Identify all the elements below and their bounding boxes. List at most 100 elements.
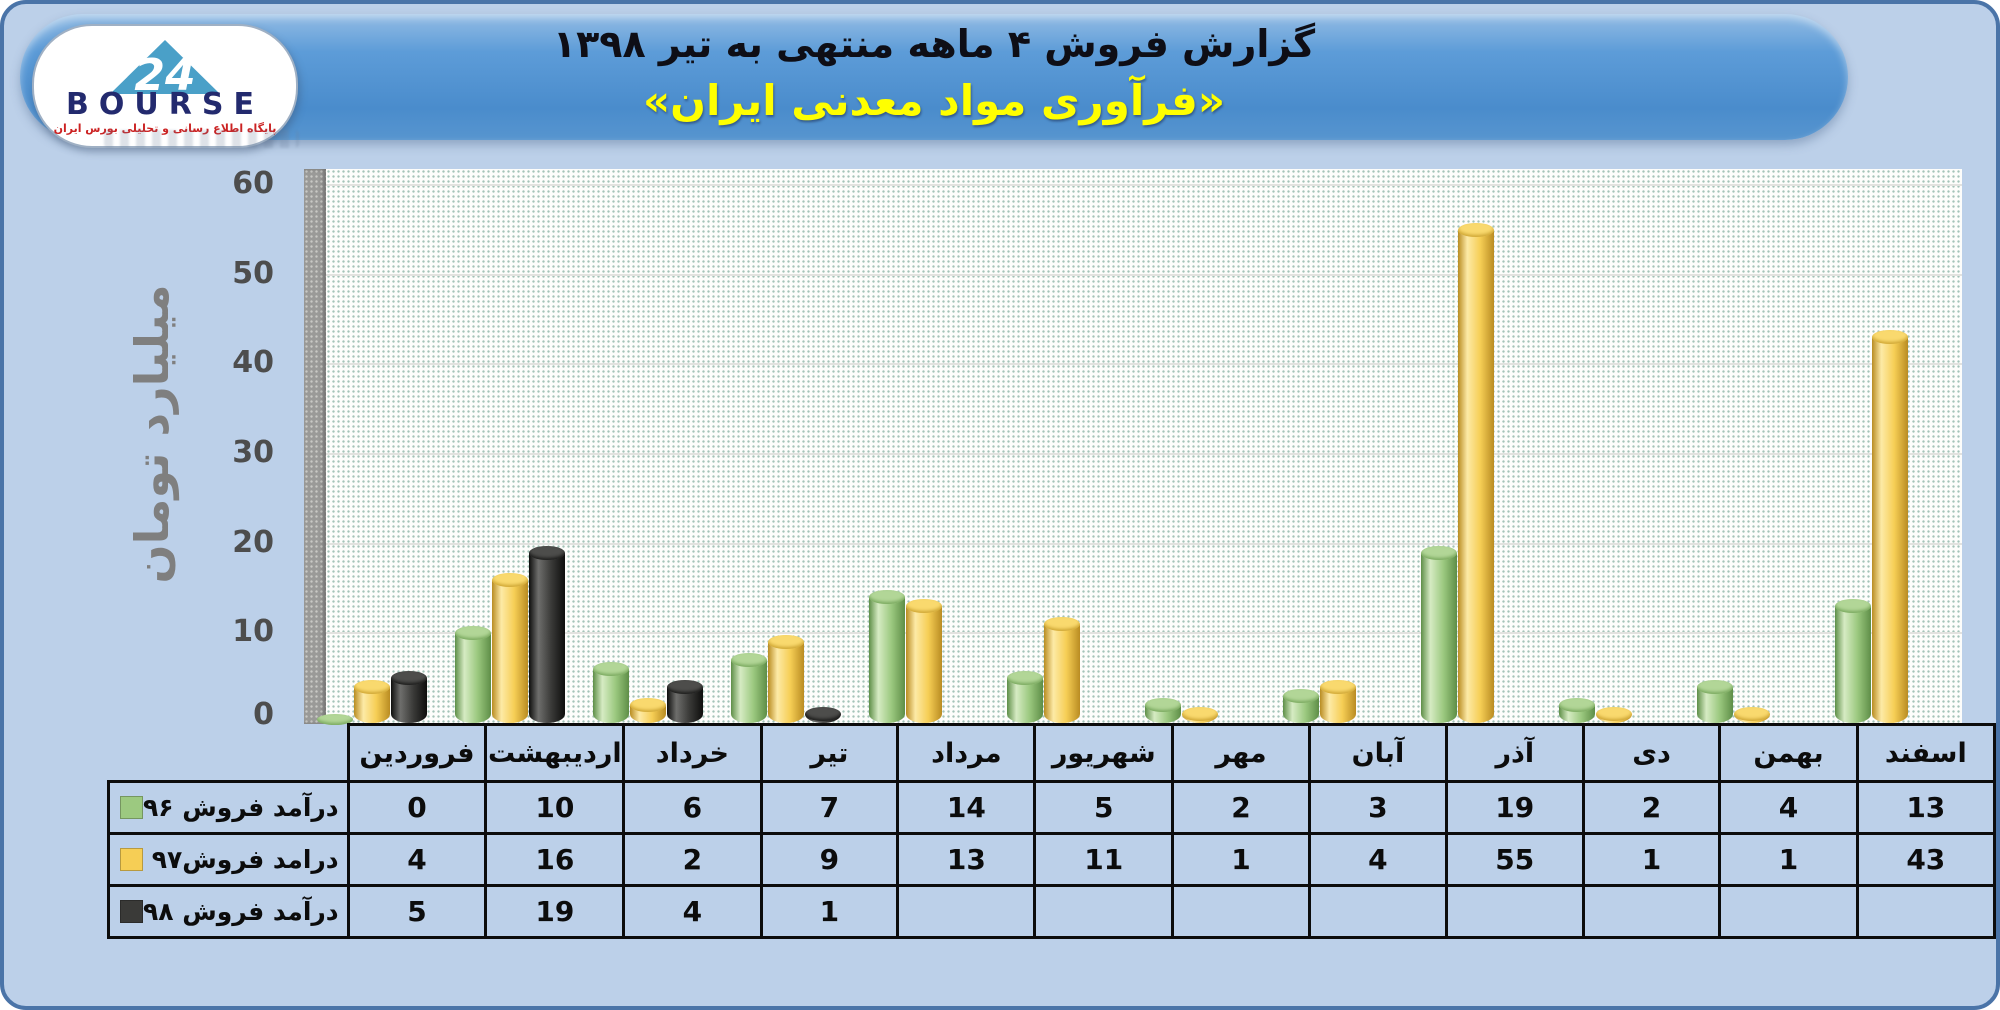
bar-series2-3 (805, 707, 841, 723)
legend-wrap: درآمد فروش ۹۶ (110, 783, 347, 832)
value-cell: 2 (622, 832, 763, 887)
legend-label: درامد فروش۹۷ (151, 845, 339, 874)
bar-series0-3 (731, 653, 767, 723)
value-cell: 3 (1307, 780, 1448, 835)
bar-top-cap (1559, 698, 1595, 713)
svg-text:24: 24 (134, 50, 195, 94)
bar-top-cap (1596, 707, 1632, 722)
bar-top-cap (1734, 707, 1770, 722)
y-tick-label: 10 (232, 614, 274, 650)
value-cell: 1 (759, 884, 900, 939)
bar-series0-7 (1283, 689, 1319, 723)
bar-series0-11 (1835, 599, 1871, 723)
bourse24-logo: 24 BOURSE پایگاه اطلاع رسانی و تحلیلی بو… (32, 24, 298, 148)
value-cell: 7 (759, 780, 900, 835)
report-title: گزارش فروش ۴ ماهه منتهی به تیر ۱۳۹۸ (552, 22, 1316, 66)
month-header-cell: اسفند (1855, 723, 1997, 783)
y-tick-label: 20 (232, 524, 274, 560)
bar-series2-0 (391, 671, 427, 723)
value-cell: 1 (1581, 832, 1722, 887)
value-cell: 55 (1444, 832, 1585, 887)
logo-brand-text: BOURSE (66, 86, 264, 122)
bar-series2-2 (667, 680, 703, 723)
y-tick-label: 0 (253, 697, 274, 732)
gridline (326, 184, 1962, 186)
month-header-cell: آبان (1307, 723, 1448, 783)
bar-series0-2 (593, 662, 629, 723)
bar-series1-1 (492, 572, 528, 723)
bar-top-cap (1458, 222, 1494, 237)
axis-wall-3d (304, 169, 326, 724)
legend-marker-icon (120, 900, 143, 923)
y-axis-title: میلیارد تومان (125, 284, 179, 584)
legend-label: درآمد فروش ۹۸ (143, 897, 339, 926)
bar-series0-4 (869, 590, 905, 723)
bar-top-cap (1044, 617, 1080, 632)
bar-zero-0-0 (317, 714, 353, 725)
bar-series1-6 (1182, 707, 1218, 723)
value-cell: 6 (622, 780, 763, 835)
bar-series1-2 (630, 698, 666, 723)
legend-cell: درامد فروش۹۷ (107, 832, 350, 887)
legend-wrap: درآمد فروش ۹۸ (110, 887, 347, 936)
value-cell: 4 (346, 832, 488, 887)
bar-series1-9 (1596, 707, 1632, 723)
bar-top-cap (731, 653, 767, 668)
bar-top-cap (768, 635, 804, 650)
bar-top-cap (1697, 680, 1733, 695)
month-header-cell: تیر (759, 723, 900, 783)
logo-subtitle: پایگاه اطلاع رسانی و تحلیلی بورس ایران (53, 121, 277, 135)
value-cell: 4 (622, 884, 763, 939)
series-row-2: درآمد فروش ۹۸ 5 19 4 1 (107, 884, 1997, 939)
value-cell (1581, 884, 1722, 939)
bar-top-cap (1421, 545, 1457, 560)
bar-series1-7 (1320, 680, 1356, 723)
legend-wrap: درامد فروش۹۷ (110, 835, 347, 884)
value-cell (1171, 884, 1311, 939)
bar-series0-1 (455, 626, 491, 723)
value-cell: 4 (1307, 832, 1448, 887)
bar-top-cap (906, 599, 942, 614)
bar-top-cap (593, 662, 629, 677)
bar-series1-5 (1044, 617, 1080, 723)
y-tick-label: 50 (232, 255, 274, 291)
value-cell (1855, 884, 1997, 939)
bar-top-cap (455, 626, 491, 641)
bar-top-cap (1145, 698, 1181, 713)
legend-marker-icon (120, 848, 143, 871)
y-tick-label: 40 (232, 345, 274, 381)
value-cell: 10 (484, 780, 626, 835)
bar-series1-3 (768, 635, 804, 723)
month-header-cell: مهر (1171, 723, 1311, 783)
bar-top-cap (529, 545, 565, 560)
value-cell: 13 (896, 832, 1037, 887)
gridline (326, 453, 1962, 455)
bar-top-cap (1320, 680, 1356, 695)
gridline (326, 542, 1962, 545)
gridline (326, 632, 1962, 635)
value-cell: 16 (484, 832, 626, 887)
value-cell: 11 (1033, 832, 1175, 887)
company-title: «فرآوری مواد معدنی ایران» (643, 76, 1225, 125)
month-header-cell: اردیبهشت (484, 723, 626, 783)
y-tick-label: 30 (232, 435, 274, 470)
bar-series0-5 (1007, 671, 1043, 723)
value-cell: 1 (1171, 832, 1311, 887)
value-cell (896, 884, 1037, 939)
value-cell: 5 (346, 884, 488, 939)
gridline (326, 363, 1962, 366)
value-cell: 4 (1718, 780, 1859, 835)
bar-series0-10 (1697, 680, 1733, 723)
value-cell: 14 (896, 780, 1037, 835)
value-cell (1033, 884, 1175, 939)
month-header-cell: فروردین (346, 723, 488, 783)
bar-series2-1 (529, 545, 565, 723)
bar-top-cap (391, 671, 427, 686)
month-header-cell: بهمن (1718, 723, 1859, 783)
month-header-cell: مرداد (896, 723, 1037, 783)
gridline (326, 273, 1962, 276)
value-cell: 1 (1718, 832, 1859, 887)
value-cell: 19 (484, 884, 626, 939)
value-cell (1718, 884, 1859, 939)
bar-series0-8 (1421, 545, 1457, 723)
